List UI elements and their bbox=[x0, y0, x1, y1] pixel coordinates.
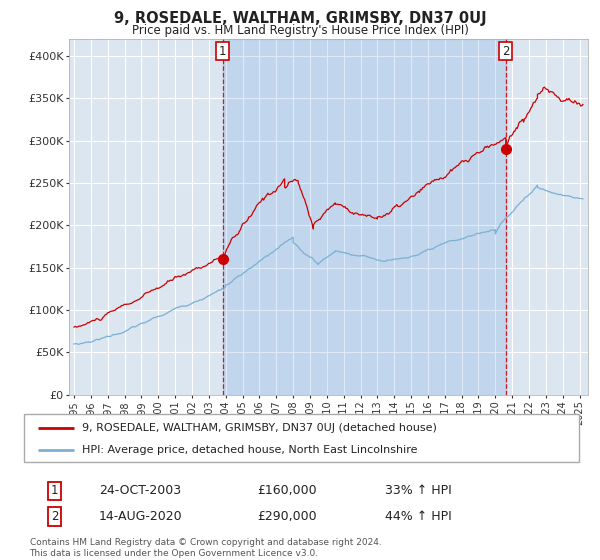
Text: £290,000: £290,000 bbox=[257, 510, 317, 523]
Text: 9, ROSEDALE, WALTHAM, GRIMSBY, DN37 0UJ (detached house): 9, ROSEDALE, WALTHAM, GRIMSBY, DN37 0UJ … bbox=[82, 423, 437, 433]
Text: 9, ROSEDALE, WALTHAM, GRIMSBY, DN37 0UJ: 9, ROSEDALE, WALTHAM, GRIMSBY, DN37 0UJ bbox=[113, 11, 487, 26]
Text: Price paid vs. HM Land Registry's House Price Index (HPI): Price paid vs. HM Land Registry's House … bbox=[131, 24, 469, 36]
Text: 14-AUG-2020: 14-AUG-2020 bbox=[99, 510, 182, 523]
Text: 2: 2 bbox=[502, 45, 509, 58]
Bar bbox=[223, 39, 506, 395]
Text: 1: 1 bbox=[51, 484, 58, 497]
Text: 1: 1 bbox=[219, 45, 226, 58]
Text: 24-OCT-2003: 24-OCT-2003 bbox=[99, 484, 181, 497]
Text: 2: 2 bbox=[51, 510, 58, 523]
Text: 44% ↑ HPI: 44% ↑ HPI bbox=[385, 510, 452, 523]
FancyBboxPatch shape bbox=[24, 414, 579, 462]
Text: £160,000: £160,000 bbox=[257, 484, 317, 497]
Text: 33% ↑ HPI: 33% ↑ HPI bbox=[385, 484, 452, 497]
Text: HPI: Average price, detached house, North East Lincolnshire: HPI: Average price, detached house, Nort… bbox=[82, 445, 418, 455]
Text: Contains HM Land Registry data © Crown copyright and database right 2024.
This d: Contains HM Land Registry data © Crown c… bbox=[29, 538, 382, 558]
